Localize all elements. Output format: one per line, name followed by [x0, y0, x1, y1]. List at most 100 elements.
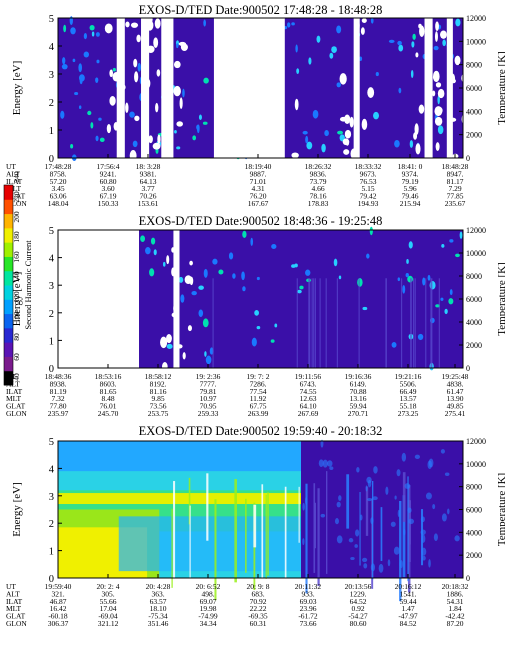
y-right-tick-label: 8000	[466, 272, 482, 281]
data-speckle	[112, 67, 116, 72]
data-speckle	[322, 459, 328, 468]
data-dropout	[166, 255, 170, 265]
data-speckle	[270, 339, 275, 343]
data-speckle	[95, 32, 100, 37]
data-speckle	[153, 249, 157, 256]
data-speckle	[299, 285, 304, 290]
data-speckle	[455, 18, 461, 27]
ephemeris-label: MLT	[6, 604, 22, 613]
data-speckle	[372, 496, 378, 501]
ephemeris-value: 13.16	[350, 394, 367, 403]
data-stripe	[212, 278, 214, 368]
ephemeris-value: 20:18:32	[442, 582, 469, 591]
ephemeris-label: ALT	[6, 589, 20, 598]
ephemeris-value: 8938.	[50, 379, 67, 388]
data-speckle	[306, 141, 313, 150]
ephemeris-value: -60.18	[48, 612, 68, 621]
ephemeris-value: 235.67	[445, 199, 466, 208]
y-tick-label: 4	[49, 254, 55, 265]
ephemeris-value: 17.04	[100, 604, 117, 613]
data-stripe	[171, 508, 173, 588]
ephemeris-value: 683.	[251, 589, 264, 598]
data-stripe	[311, 278, 313, 368]
data-dropout	[349, 116, 354, 128]
colorbar-segment	[4, 242, 13, 257]
ephemeris-value: 71.01	[250, 177, 267, 186]
data-speckle	[397, 509, 401, 518]
ephemeris-value: 194.93	[358, 199, 379, 208]
data-stripe	[313, 278, 315, 368]
ephemeris-value: 5506.	[400, 379, 417, 388]
ephemeris-value: 7777.	[200, 379, 217, 388]
data-speckle	[444, 308, 448, 315]
panel-title: EXOS-D/TED Date:900502 18:48:36 - 19:25:…	[139, 214, 383, 228]
data-stripe	[314, 502, 317, 549]
ephemeris-value: 245.70	[98, 409, 119, 418]
ephemeris-value: 77.85	[447, 192, 464, 201]
data-speckle	[412, 33, 416, 40]
ephemeris-value: 54.31	[447, 597, 464, 606]
y-tick-label: 5	[49, 14, 54, 25]
data-speckle	[250, 237, 254, 246]
ephemeris-value: 8947.	[447, 169, 464, 178]
data-speckle	[437, 95, 440, 105]
data-speckle	[297, 289, 302, 294]
data-stripe	[407, 485, 411, 593]
ephemeris-value: 18.10	[150, 604, 167, 613]
data-speckle	[254, 310, 260, 316]
ephemeris-value: 81.19	[50, 387, 67, 396]
data-speckle	[96, 59, 100, 64]
data-stripe	[407, 476, 409, 582]
y-right-tick-label: 0	[466, 154, 470, 163]
data-speckle	[405, 272, 409, 278]
data-speckle	[192, 135, 197, 141]
data-dropout	[432, 70, 440, 83]
ephemeris-value: 18:48:28	[442, 162, 469, 171]
ephemeris-value: 167.67	[248, 199, 269, 208]
data-speckle	[60, 110, 65, 119]
data-speckle	[354, 544, 358, 548]
ephemeris-value: 19:25:48	[442, 372, 469, 381]
data-speckle	[394, 495, 397, 500]
ephemeris-value: 70.92	[250, 597, 267, 606]
data-stripe	[358, 278, 360, 368]
data-dropout	[166, 334, 172, 344]
data-speckle	[305, 269, 311, 276]
data-speckle	[176, 146, 181, 150]
data-stripe	[336, 278, 338, 368]
data-speckle	[203, 268, 208, 278]
data-stripe	[438, 278, 440, 368]
data-stripe	[365, 486, 369, 536]
ephemeris-value: 9241.	[100, 169, 117, 178]
data-speckle	[427, 274, 431, 281]
data-speckle	[338, 495, 342, 501]
ephemeris-value: 8192.	[150, 379, 167, 388]
ephemeris-value: 0.92	[351, 604, 364, 613]
y-right-tick-label: 8000	[466, 61, 482, 70]
data-speckle	[333, 258, 338, 267]
data-speckle	[365, 485, 368, 492]
y-tick-label: 0	[49, 574, 54, 585]
data-speckle	[228, 252, 234, 260]
data-dropout	[179, 97, 183, 110]
data-speckle	[72, 58, 76, 63]
data-dropout	[291, 152, 299, 159]
ephemeris-label: ALT	[6, 169, 20, 178]
ephemeris-value: 7.32	[51, 394, 64, 403]
data-speckle	[369, 226, 373, 236]
data-dropout	[339, 73, 347, 85]
ephemeris-value: 267.69	[298, 409, 319, 418]
y-axis-label: Energy [eV]	[11, 482, 23, 536]
data-stripe	[319, 278, 321, 368]
colorbar-tick-label: 200	[12, 211, 21, 223]
data-stripe	[346, 474, 350, 529]
data-dropout	[418, 104, 425, 114]
ephemeris-value: 81.65	[100, 387, 117, 396]
data-dropout	[134, 115, 140, 122]
ephemeris-value: 19: 2:36	[196, 372, 221, 381]
data-speckle	[375, 72, 379, 77]
y-right-tick-label: 0	[466, 364, 470, 373]
colorbar-segment	[4, 299, 13, 315]
data-speckle	[370, 17, 374, 24]
data-dropout	[361, 118, 368, 130]
